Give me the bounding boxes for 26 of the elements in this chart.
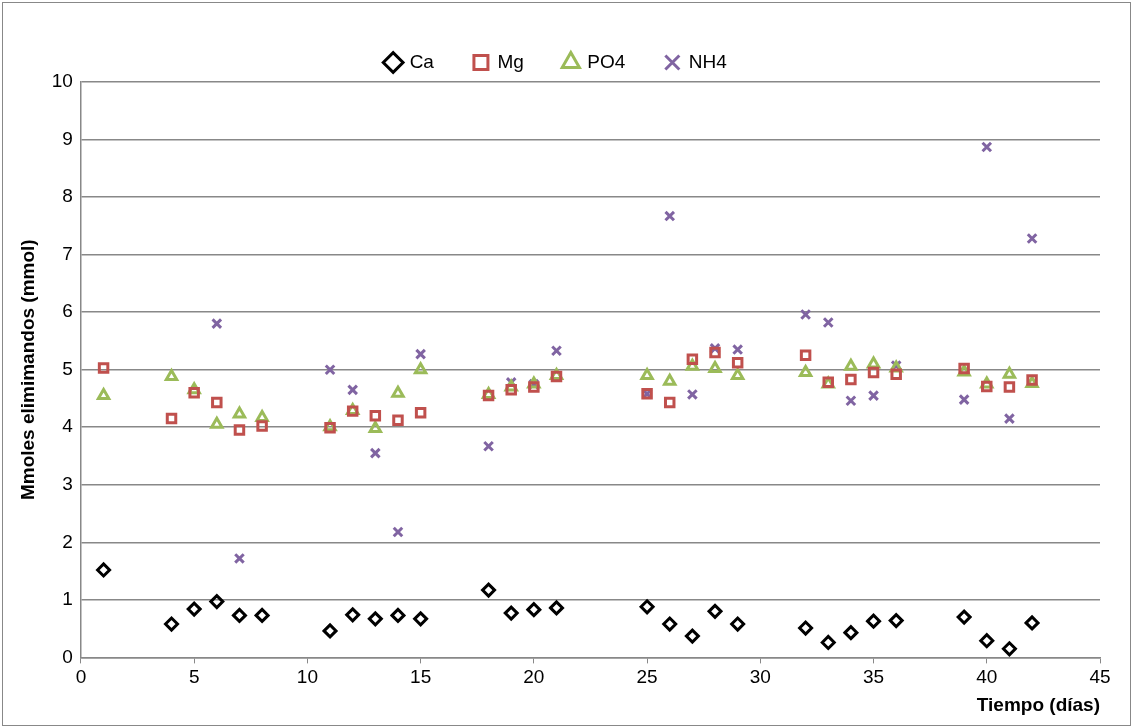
x-tick-label: 20: [523, 666, 545, 688]
y-tick-label: 6: [62, 300, 73, 322]
x-tick-label: 45: [1089, 666, 1111, 688]
y-tick-label: 3: [62, 473, 73, 495]
y-tick-label: 1: [62, 588, 73, 610]
y-tick-label: 10: [51, 70, 73, 92]
y-tick-label: 4: [62, 415, 74, 437]
y-tick-label: 2: [62, 530, 73, 552]
legend-label: PO4: [587, 50, 626, 72]
x-tick-label: 35: [862, 666, 885, 688]
legend-label: NH4: [688, 50, 728, 72]
y-tick-label: 0: [62, 645, 73, 667]
y-tick-label: 7: [62, 242, 73, 264]
x-tick-label: 30: [749, 666, 771, 688]
x-tick-label: 40: [976, 666, 998, 688]
x-tick-label: 10: [296, 666, 318, 688]
x-axis-title: Tiempo (días): [976, 693, 1100, 715]
y-tick-label: 5: [62, 357, 73, 379]
y-tick-label: 8: [62, 185, 73, 207]
x-tick-label: 5: [188, 666, 200, 688]
x-tick-label: 15: [410, 666, 432, 688]
x-tick-label: 25: [636, 666, 658, 688]
y-tick-label: 9: [62, 127, 73, 149]
y-axis-title: Mmoles elimimandos (mmol): [16, 239, 38, 501]
legend-label: Ca: [409, 50, 435, 72]
legend-label: Mg: [497, 50, 524, 72]
